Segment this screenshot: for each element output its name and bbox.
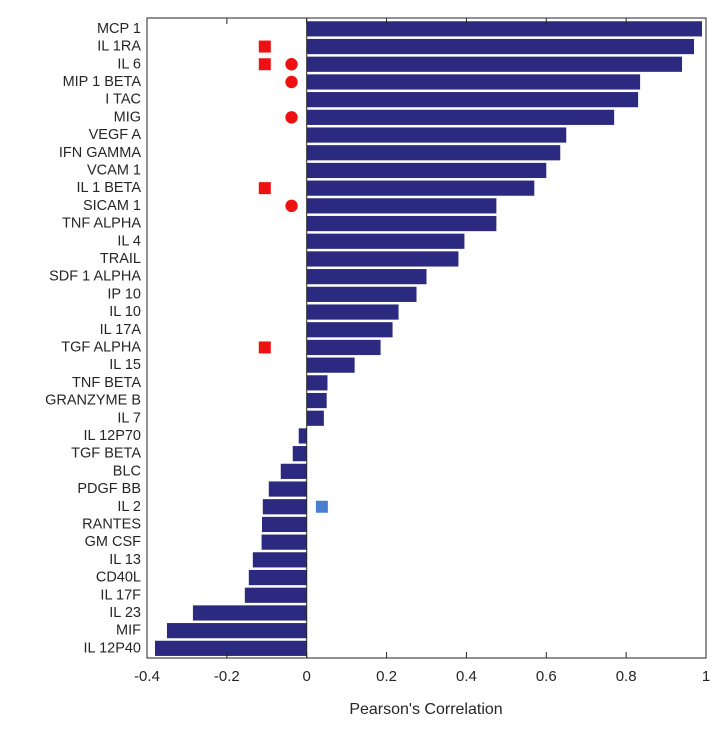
category-label-il-17f: IL 17F [100, 587, 141, 603]
bar-il-13 [252, 552, 307, 568]
category-label-mif: MIF [116, 623, 141, 639]
category-label-sdf-1-alpha: SDF 1 ALPHA [49, 269, 141, 285]
bar-tnf-alpha [306, 215, 497, 232]
category-label-mcp-1: MCP 1 [97, 21, 141, 37]
category-label-il-6: IL 6 [117, 56, 141, 72]
x-tick-label: -0.4 [134, 668, 160, 685]
category-label-ifn-gamma: IFN GAMMA [59, 145, 141, 161]
bar-mip-1-beta [306, 74, 641, 90]
category-label-il-17a: IL 17A [100, 322, 142, 338]
category-label-il-15: IL 15 [109, 357, 141, 373]
bar-mig [306, 109, 615, 125]
bar-ifn-gamma [306, 145, 561, 161]
bar-pdgf-bb [268, 481, 307, 497]
bar-il-17a [306, 322, 393, 338]
category-label-il-23: IL 23 [109, 605, 141, 621]
x-axis-title: Pearson's Correlation [349, 701, 502, 718]
category-label-sicam-1: SICAM 1 [83, 198, 141, 214]
category-label-il-10: IL 10 [109, 304, 141, 320]
category-label-il-1-beta: IL 1 BETA [77, 180, 142, 196]
bar-sicam-1 [306, 198, 497, 214]
category-label-tgf-beta: TGF BETA [71, 446, 141, 462]
bar-sdf-1-alpha [306, 269, 427, 285]
bars-layer [154, 21, 703, 656]
category-label-pdgf-bb: PDGF BB [77, 481, 141, 497]
category-label-il-4: IL 4 [117, 233, 141, 249]
category-label-granzyme-b: GRANZYME B [45, 393, 141, 409]
category-label-mip-1-beta: MIP 1 BETA [63, 74, 142, 90]
square-marker-il-1-beta [258, 182, 271, 195]
plot-frame [146, 17, 707, 659]
category-label-tgf-alpha: TGF ALPHA [61, 339, 141, 355]
x-tick-label: 0.6 [536, 668, 557, 685]
category-label-vcam-1: VCAM 1 [87, 162, 141, 178]
x-axis-ticks: -0.4 -0.2 0 0.2 0.4 0.6 0.8 1 [134, 18, 710, 685]
bar-vcam-1 [306, 162, 547, 179]
bar-il-6 [306, 56, 683, 72]
bar-trail [306, 251, 459, 267]
x-tick-label: 1 [702, 668, 710, 685]
x-tick-label: 0.8 [616, 668, 637, 685]
bar-il-10 [306, 304, 399, 320]
bar-granzyme-b [306, 392, 327, 409]
x-tick-label: 0.2 [376, 668, 397, 685]
square-marker-il-2 [315, 500, 328, 513]
bar-il-23 [192, 605, 307, 621]
bar-mcp-1 [306, 21, 703, 37]
category-label-tnf-beta: TNF BETA [72, 375, 141, 391]
category-label-mig: MIG [114, 109, 141, 125]
category-label-tnf-alpha: TNF ALPHA [62, 216, 141, 232]
bar-il-17f [244, 587, 307, 603]
category-label-vegf-a: VEGF A [89, 127, 142, 143]
bar-tnf-beta [306, 375, 328, 391]
category-label-cd40l: CD40L [96, 570, 141, 586]
category-label-rantes: RANTES [82, 516, 141, 532]
category-label-i-tac: I TAC [105, 92, 141, 108]
bar-cd40l [248, 569, 307, 586]
bar-vegf-a [306, 127, 567, 143]
circle-marker-mip-1-beta [285, 75, 298, 89]
markers-layer [258, 40, 328, 513]
bar-il-1ra [306, 38, 695, 55]
x-tick-label: -0.2 [214, 668, 240, 685]
category-label-il-2: IL 2 [117, 499, 141, 515]
category-label-il-13: IL 13 [109, 552, 141, 568]
bar-il-7 [306, 410, 324, 426]
circle-marker-sicam-1 [285, 199, 298, 213]
x-tick-label: 0 [303, 668, 311, 685]
circle-marker-mig [285, 111, 298, 124]
category-label-il-12p40: IL 12P40 [83, 640, 141, 656]
bar-il-1-beta [306, 180, 535, 196]
x-tick-label: 0.4 [456, 668, 477, 685]
bar-il-4 [306, 233, 465, 249]
square-marker-il-6 [258, 58, 271, 71]
bar-tgf-alpha [306, 339, 381, 356]
category-label-blc: BLC [113, 463, 141, 479]
category-label-il-7: IL 7 [117, 410, 141, 426]
bar-il-15 [306, 357, 355, 373]
bar-mif [166, 623, 307, 639]
bar-il-2 [262, 499, 307, 515]
bar-tgf-beta [292, 446, 307, 462]
bar-blc [280, 463, 307, 479]
bar-rantes [261, 516, 307, 533]
square-marker-tgf-alpha [258, 341, 271, 354]
bar-ip-10 [306, 286, 417, 302]
bar-il-12p40 [154, 640, 307, 656]
category-label-gm-csf: GM CSF [85, 534, 142, 550]
category-label-ip-10: IP 10 [107, 286, 141, 302]
bar-il-12p70 [298, 428, 307, 444]
circle-marker-il-6 [285, 58, 298, 71]
category-label-il-1ra: IL 1RA [97, 39, 141, 55]
bar-i-tac [306, 92, 639, 108]
category-label-trail: TRAIL [100, 251, 141, 267]
category-label-il-12p70: IL 12P70 [83, 428, 141, 444]
square-marker-il-1ra [258, 40, 271, 53]
bar-gm-csf [261, 534, 307, 550]
